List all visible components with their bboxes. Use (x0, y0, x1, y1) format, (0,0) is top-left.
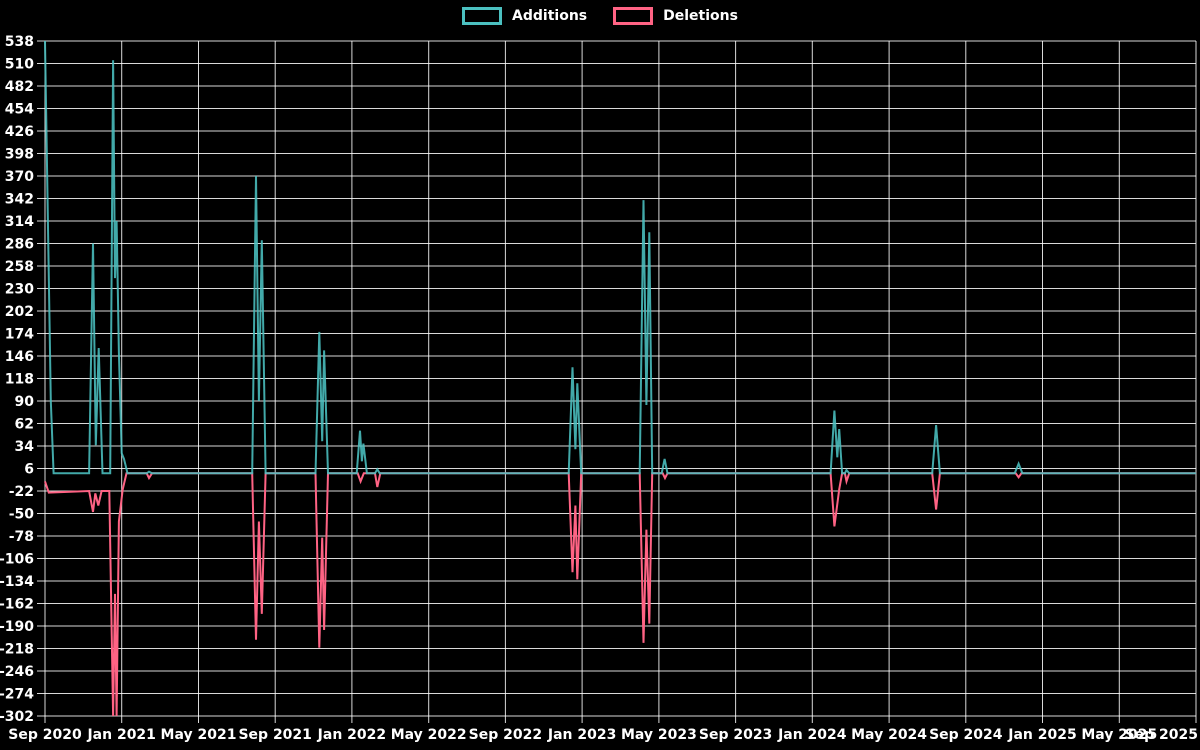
y-tick-label: 454 (5, 102, 34, 118)
x-tick-label: Sep 2024 (929, 727, 1003, 743)
y-tick-label: -274 (0, 687, 34, 703)
x-tick-label: Jan 2025 (1007, 727, 1076, 743)
x-tick-label: Sep 2021 (238, 727, 311, 743)
y-tick-label: 510 (5, 57, 34, 73)
y-tick-label: 370 (5, 169, 34, 185)
y-tick-label: 482 (5, 79, 34, 95)
y-tick-label: 202 (5, 304, 34, 320)
y-tick-label: -162 (0, 597, 34, 613)
x-tick-label: Sep 2020 (8, 727, 82, 743)
x-tick-label: May 2023 (621, 727, 697, 743)
y-tick-label: 342 (5, 192, 34, 208)
y-tick-label: 230 (5, 282, 34, 298)
deletions-line (44, 472, 1196, 717)
y-tick-label: 62 (15, 417, 34, 433)
y-tick-label: 34 (15, 439, 35, 455)
x-tick-label: May 2021 (161, 727, 237, 743)
y-tick-label: -134 (0, 574, 34, 590)
y-tick-label: -246 (0, 664, 34, 680)
x-tick-label: May 2025 (1081, 727, 1157, 743)
y-tick-label: -50 (9, 507, 35, 523)
y-tick-label: -106 (0, 552, 34, 568)
legend-label-additions: Additions (512, 8, 588, 24)
legend-item-additions[interactable]: Additions (462, 7, 587, 25)
x-tick-label: Jan 2022 (317, 727, 386, 743)
y-tick-label: 538 (5, 34, 34, 50)
y-tick-label: 90 (15, 394, 35, 410)
x-tick-label: Jan 2024 (777, 727, 847, 743)
deletions-swatch-icon (613, 7, 654, 25)
y-tick-label: 258 (5, 259, 34, 275)
chart-legend: Additions Deletions (0, 7, 1200, 25)
y-tick-label: 174 (5, 327, 34, 343)
x-tick-label: Jan 2023 (547, 727, 616, 743)
x-tick-label: Sep 2022 (469, 727, 542, 743)
legend-label-deletions: Deletions (663, 8, 738, 24)
y-tick-label: -78 (9, 529, 34, 545)
y-tick-label: 6 (24, 462, 34, 478)
y-tick-label: -190 (0, 619, 34, 635)
y-tick-label: 426 (5, 124, 34, 140)
additions-line (44, 40, 1196, 475)
x-tick-label: Sep 2025 (1125, 727, 1198, 743)
y-tick-label: -302 (0, 709, 34, 725)
x-tick-label: Jan 2021 (86, 727, 155, 743)
y-tick-label: 286 (5, 237, 34, 253)
y-tick-label: 398 (5, 147, 34, 163)
y-tick-label: 146 (5, 349, 34, 365)
y-tick-label: -218 (0, 642, 34, 658)
legend-item-deletions[interactable]: Deletions (613, 7, 738, 25)
y-tick-label: -22 (9, 484, 34, 500)
additions-swatch-icon (462, 7, 503, 25)
x-tick-label: May 2024 (851, 727, 927, 743)
y-tick-label: 314 (5, 214, 34, 230)
x-tick-label: May 2022 (391, 727, 467, 743)
y-tick-label: 118 (5, 372, 34, 388)
x-tick-label: Sep 2023 (699, 727, 772, 743)
